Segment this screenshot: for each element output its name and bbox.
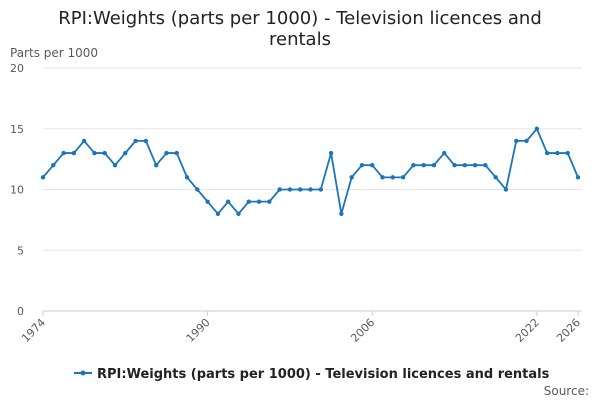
source-label: Source:	[544, 384, 589, 398]
data-point[interactable]	[462, 163, 468, 168]
data-point[interactable]	[123, 150, 128, 156]
data-point[interactable]	[308, 187, 313, 192]
x-axis: 1974 1990 2006 2022 2026	[19, 310, 583, 345]
legend[interactable]: RPI:Weights (parts per 1000) - Televisio…	[74, 367, 550, 382]
x-tick-label: 1990	[184, 316, 213, 345]
series-line	[42, 127, 579, 215]
data-point[interactable]	[544, 150, 550, 156]
data-point[interactable]	[225, 199, 231, 204]
x-tick-label: 1974	[19, 316, 48, 345]
data-point[interactable]	[359, 163, 365, 168]
data-point[interactable]	[81, 138, 87, 144]
data-point[interactable]	[534, 126, 540, 131]
y-axis-ticks: 0 5 10 15 20	[10, 62, 24, 318]
data-point[interactable]	[112, 163, 118, 168]
data-point[interactable]	[400, 175, 406, 180]
data-point[interactable]	[339, 211, 344, 216]
y-tick-label: 20	[10, 62, 24, 75]
data-point[interactable]	[51, 163, 56, 168]
data-point[interactable]	[277, 187, 282, 192]
data-point[interactable]	[215, 211, 221, 216]
y-tick-label: 15	[10, 123, 24, 136]
data-point[interactable]	[380, 175, 385, 180]
data-point[interactable]	[40, 175, 46, 180]
data-point[interactable]	[174, 150, 179, 156]
data-point[interactable]	[442, 150, 447, 156]
data-point[interactable]	[153, 163, 159, 168]
chart-title-line: rentals	[269, 29, 331, 50]
y-axis-unit-label: Parts per 1000	[10, 46, 98, 60]
data-point[interactable]	[102, 150, 107, 156]
data-point[interactable]	[236, 211, 241, 216]
data-point[interactable]	[503, 187, 509, 192]
x-tick-label: 2022	[513, 316, 542, 345]
data-point[interactable]	[61, 150, 66, 156]
data-point[interactable]	[133, 138, 138, 144]
data-point[interactable]	[328, 150, 334, 156]
data-point[interactable]	[205, 199, 210, 204]
data-point[interactable]	[287, 187, 293, 192]
data-point[interactable]	[195, 187, 200, 192]
data-point[interactable]	[514, 138, 519, 144]
y-tick-label: 5	[17, 244, 24, 257]
data-point[interactable]	[184, 175, 190, 180]
data-point[interactable]	[318, 187, 323, 192]
data-point[interactable]	[575, 175, 581, 180]
data-point[interactable]	[267, 199, 272, 204]
chart-title-line: RPI:Weights (parts per 1000) - Televisio…	[58, 8, 542, 29]
data-point[interactable]	[452, 163, 457, 168]
data-point[interactable]	[349, 175, 354, 180]
data-point[interactable]	[390, 175, 396, 180]
data-point[interactable]	[164, 150, 169, 156]
data-point[interactable]	[256, 199, 262, 204]
data-point[interactable]	[555, 150, 560, 156]
legend-label: RPI:Weights (parts per 1000) - Televisio…	[97, 367, 550, 382]
data-point[interactable]	[71, 150, 77, 156]
data-point[interactable]	[524, 138, 529, 144]
gridlines	[43, 67, 582, 251]
data-point[interactable]	[493, 175, 498, 180]
data-point[interactable]	[298, 187, 303, 192]
data-point[interactable]	[472, 163, 478, 168]
chart-title: RPI:Weights (parts per 1000) - Televisio…	[58, 8, 542, 50]
legend-marker-swatch	[80, 370, 86, 376]
data-point[interactable]	[370, 163, 375, 168]
data-point[interactable]	[143, 138, 149, 144]
data-point[interactable]	[483, 163, 488, 168]
x-tick-label: 2026	[554, 316, 583, 345]
x-tick-label: 2006	[348, 316, 377, 345]
data-point[interactable]	[421, 163, 426, 168]
data-point[interactable]	[92, 150, 97, 156]
data-point[interactable]	[565, 150, 570, 156]
series-group	[40, 126, 581, 216]
y-tick-label: 0	[17, 305, 24, 318]
data-point[interactable]	[431, 163, 437, 168]
data-point[interactable]	[246, 199, 251, 204]
y-tick-label: 10	[10, 184, 24, 197]
data-point[interactable]	[411, 163, 416, 168]
